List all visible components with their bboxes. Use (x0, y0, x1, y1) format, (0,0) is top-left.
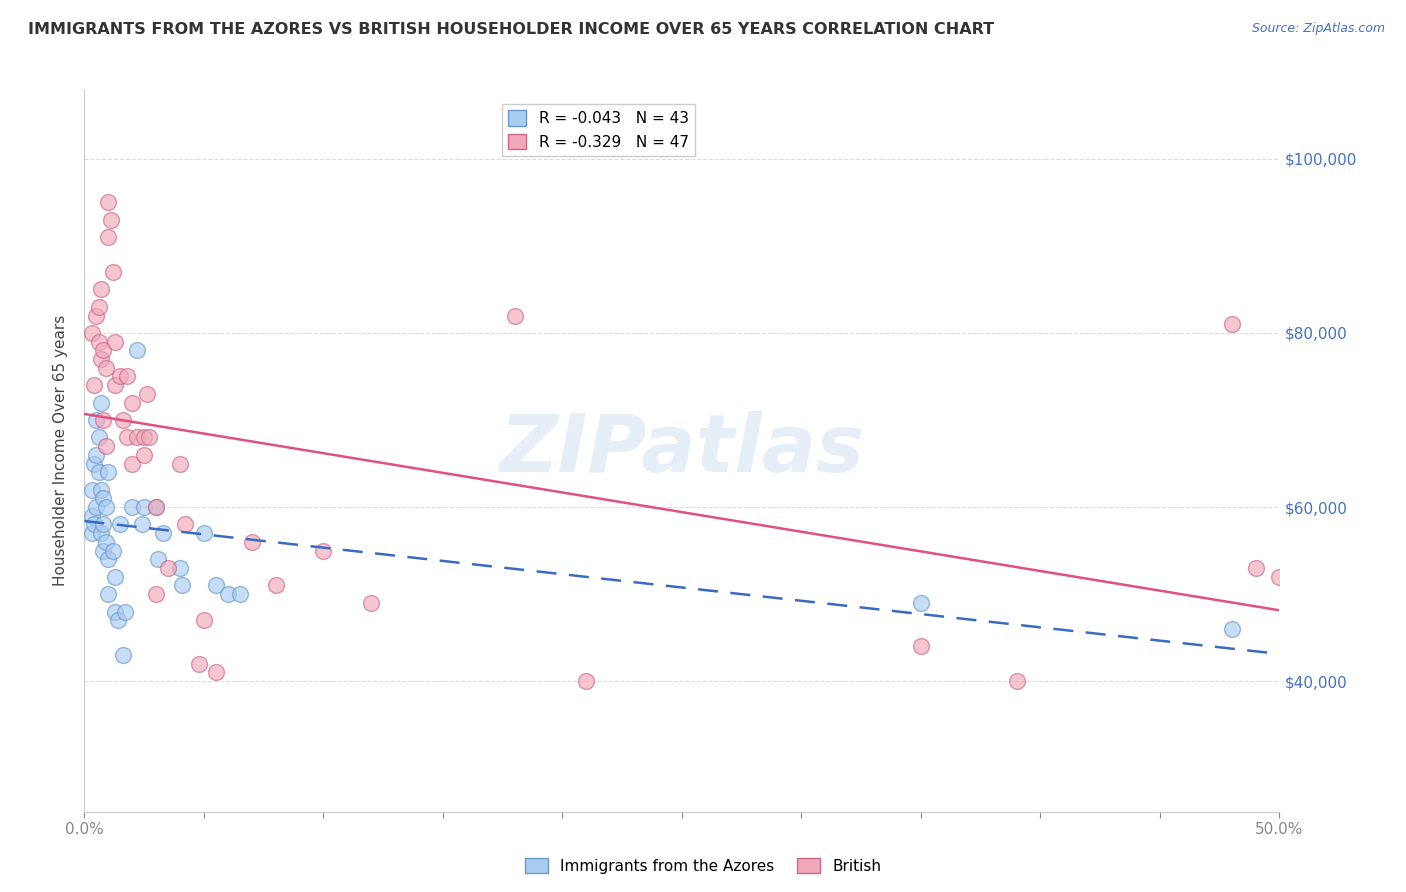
Point (360, 596, 382, 610)
Point (1005, 674, 1028, 689)
Point (83, 378, 105, 392)
Point (94, 360, 117, 375)
Point (312, 543, 335, 558)
Point (101, 265, 124, 279)
Point (107, 613, 129, 627)
Point (104, 570, 127, 584)
Point (90, 395, 112, 409)
Text: IMMIGRANTS FROM THE AZORES VS BRITISH HOUSEHOLDER INCOME OVER 65 YEARS CORRELATI: IMMIGRANTS FROM THE AZORES VS BRITISH HO… (28, 22, 994, 37)
Point (111, 413, 134, 427)
Point (121, 395, 143, 409)
Point (83, 517, 105, 532)
Point (229, 587, 252, 601)
Point (97, 552, 120, 566)
Y-axis label: Householder Income Over 65 years: Householder Income Over 65 years (53, 315, 69, 586)
Point (1220, 622, 1243, 636)
Point (125, 343, 148, 358)
Point (121, 457, 143, 471)
Point (1220, 317, 1243, 331)
Point (83, 457, 105, 471)
Point (503, 309, 526, 323)
Point (93, 491, 115, 506)
Point (188, 657, 211, 671)
Point (1268, 570, 1291, 584)
Point (90, 282, 112, 296)
Point (94, 534, 117, 549)
Point (93, 343, 115, 358)
Point (157, 561, 180, 575)
Point (87, 300, 110, 314)
Point (132, 430, 156, 444)
Point (100, 212, 122, 227)
Point (132, 500, 156, 514)
Point (1244, 561, 1267, 575)
Point (145, 500, 167, 514)
Text: ZIPatlas: ZIPatlas (499, 411, 865, 490)
Point (94, 439, 117, 453)
Legend: Immigrants from the Azores, British: Immigrants from the Azores, British (519, 852, 887, 880)
Point (87, 465, 110, 479)
Point (172, 578, 194, 592)
Point (575, 674, 598, 689)
Point (193, 613, 215, 627)
Point (125, 430, 148, 444)
Point (117, 369, 139, 384)
Point (111, 648, 134, 662)
Point (86, 500, 108, 514)
Point (80, 526, 103, 541)
Point (93, 413, 115, 427)
Point (90, 483, 112, 497)
Point (910, 596, 932, 610)
Point (114, 605, 136, 619)
Text: Source: ZipAtlas.com: Source: ZipAtlas.com (1251, 22, 1385, 36)
Point (90, 526, 112, 541)
Point (135, 387, 157, 401)
Point (169, 457, 191, 471)
Point (97, 465, 120, 479)
Point (205, 665, 228, 680)
Point (101, 543, 124, 558)
Point (86, 309, 108, 323)
Point (93, 517, 115, 532)
Point (86, 413, 108, 427)
Point (97, 230, 120, 244)
Point (80, 483, 103, 497)
Point (217, 587, 239, 601)
Point (148, 552, 170, 566)
Point (110, 369, 132, 384)
Point (104, 605, 127, 619)
Point (240, 534, 263, 549)
Point (173, 517, 195, 532)
Point (93, 543, 115, 558)
Point (87, 430, 110, 444)
Point (145, 500, 167, 514)
Point (264, 578, 287, 592)
Point (104, 378, 127, 392)
Point (80, 508, 103, 523)
Point (132, 448, 156, 462)
Point (121, 500, 143, 514)
Point (910, 640, 932, 654)
Point (97, 195, 120, 210)
Point (117, 430, 139, 444)
Point (145, 587, 167, 601)
Point (205, 578, 228, 592)
Point (97, 587, 120, 601)
Point (80, 326, 103, 340)
Point (86, 448, 108, 462)
Point (94, 500, 117, 514)
Point (138, 430, 160, 444)
Point (104, 334, 127, 349)
Point (90, 352, 112, 367)
Point (131, 517, 153, 532)
Point (169, 561, 191, 575)
Point (152, 526, 174, 541)
Point (110, 517, 132, 532)
Point (193, 526, 215, 541)
Point (87, 334, 110, 349)
Legend: R = -0.043   N = 43, R = -0.329   N = 47: R = -0.043 N = 43, R = -0.329 N = 47 (502, 104, 695, 156)
